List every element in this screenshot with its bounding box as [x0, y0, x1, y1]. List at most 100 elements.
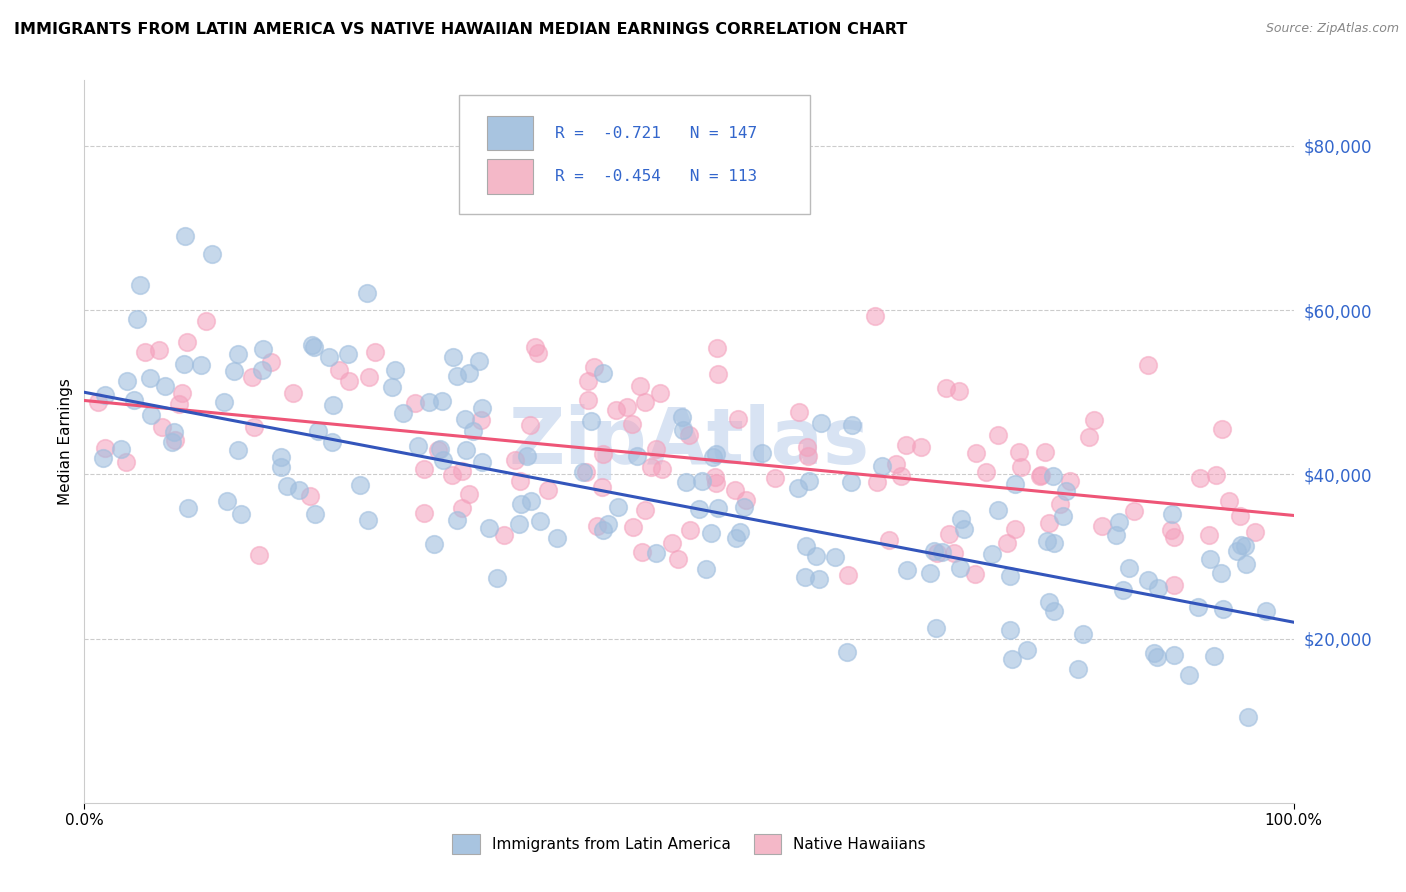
Point: [704, 447, 727, 461]
Point: [276, 479, 298, 493]
Point: [751, 445, 773, 459]
Point: [1234, 557, 1257, 571]
Point: [571, 465, 593, 479]
Point: [1202, 649, 1225, 664]
Point: [706, 341, 728, 355]
Point: [337, 374, 360, 388]
Point: [162, 425, 184, 439]
Point: [704, 470, 727, 484]
Point: [463, 424, 485, 438]
Point: [1147, 581, 1170, 595]
Text: R =  -0.454   N = 113: R = -0.454 N = 113: [555, 169, 756, 184]
Point: [1033, 445, 1056, 459]
Point: [1254, 604, 1277, 618]
Point: [470, 413, 492, 427]
Point: [1043, 536, 1066, 550]
Point: [349, 478, 371, 492]
Point: [980, 547, 1002, 561]
Point: [707, 500, 730, 515]
Point: [1029, 469, 1052, 483]
Point: [1163, 531, 1185, 545]
Point: [537, 483, 560, 498]
Point: [645, 442, 668, 456]
Point: [173, 229, 195, 244]
Point: [485, 571, 508, 585]
Point: [1188, 471, 1211, 485]
Point: [1108, 515, 1130, 529]
Point: [671, 410, 693, 425]
Point: [446, 368, 468, 383]
Point: [150, 420, 173, 434]
Point: [727, 412, 749, 426]
Point: [576, 392, 599, 407]
Point: [1146, 650, 1168, 665]
Point: [328, 363, 350, 377]
Point: [839, 475, 862, 489]
Point: [896, 562, 918, 576]
Point: [953, 522, 976, 536]
Point: [794, 539, 817, 553]
FancyBboxPatch shape: [460, 95, 810, 214]
Point: [270, 459, 292, 474]
Point: [1049, 497, 1071, 511]
Point: [413, 506, 436, 520]
Point: [797, 450, 820, 464]
Point: [454, 412, 477, 426]
Point: [987, 503, 1010, 517]
Point: [1198, 528, 1220, 542]
Point: [423, 537, 446, 551]
Point: [243, 420, 266, 434]
Point: [810, 416, 832, 430]
Y-axis label: Median Earnings: Median Earnings: [58, 378, 73, 505]
Point: [321, 434, 343, 449]
Point: [167, 397, 190, 411]
Point: [616, 401, 638, 415]
Point: [270, 450, 292, 464]
Point: [735, 492, 758, 507]
Point: [228, 443, 250, 458]
Point: [115, 455, 138, 469]
Point: [176, 501, 198, 516]
Point: [384, 363, 406, 377]
Point: [787, 481, 810, 495]
Point: [201, 247, 224, 261]
Point: [1136, 358, 1159, 372]
Point: [247, 548, 270, 562]
Point: [1054, 484, 1077, 499]
Point: [110, 442, 132, 456]
Point: [1160, 507, 1182, 521]
Point: [583, 359, 606, 374]
Point: [318, 351, 340, 365]
Point: [526, 346, 548, 360]
Point: [1083, 413, 1105, 427]
Point: [924, 621, 946, 635]
Point: [426, 442, 449, 457]
Point: [1178, 667, 1201, 681]
Point: [995, 536, 1018, 550]
Point: [787, 405, 810, 419]
Point: [134, 344, 156, 359]
Point: [302, 340, 325, 354]
Point: [451, 500, 474, 515]
Point: [299, 490, 322, 504]
Point: [503, 453, 526, 467]
Point: [127, 312, 149, 326]
Point: [634, 502, 657, 516]
Text: R =  -0.721   N = 147: R = -0.721 N = 147: [555, 126, 756, 141]
Point: [925, 546, 948, 560]
Point: [998, 623, 1021, 637]
Point: [931, 545, 953, 559]
Point: [222, 364, 245, 378]
Point: [406, 439, 429, 453]
Point: [626, 449, 648, 463]
Point: [281, 385, 304, 400]
Point: [650, 386, 672, 401]
Point: [229, 508, 252, 522]
Point: [591, 480, 613, 494]
Point: [141, 409, 163, 423]
Point: [1123, 504, 1146, 518]
Point: [1038, 516, 1060, 530]
Point: [910, 440, 932, 454]
Point: [115, 374, 138, 388]
Point: [214, 395, 236, 409]
